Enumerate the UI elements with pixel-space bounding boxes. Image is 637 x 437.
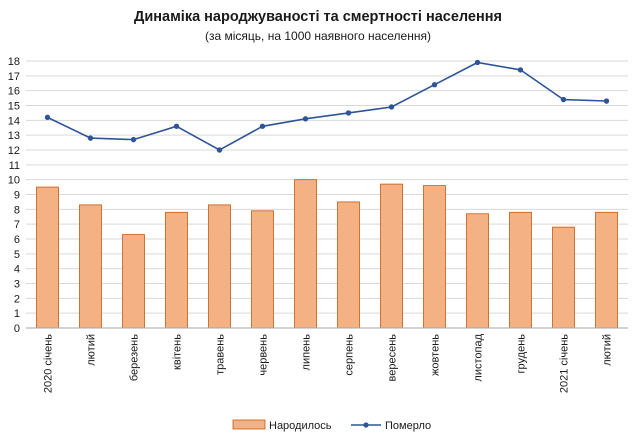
point-died bbox=[474, 59, 481, 66]
grid-layer bbox=[26, 60, 628, 329]
x-tick-label: лютий bbox=[86, 334, 98, 366]
x-tick-label: червень bbox=[258, 334, 270, 376]
y-tick-label: 18 bbox=[8, 56, 20, 68]
bar-layer bbox=[36, 179, 618, 329]
x-tick-label: вересень bbox=[387, 334, 399, 382]
point-died bbox=[259, 123, 266, 129]
point-died bbox=[431, 82, 438, 88]
x-tick-label: грудень bbox=[516, 334, 528, 374]
point-died bbox=[173, 123, 180, 129]
line-layer bbox=[44, 59, 610, 153]
x-tick-label: лютий bbox=[602, 334, 614, 366]
x-tick-label: листопад bbox=[473, 333, 485, 381]
legend-line-marker bbox=[363, 422, 369, 428]
y-tick-label: 11 bbox=[9, 160, 20, 172]
point-died bbox=[216, 147, 223, 153]
point-died bbox=[603, 98, 610, 104]
bar-born bbox=[595, 211, 618, 329]
y-tick-label: 2 bbox=[14, 293, 20, 305]
point-died bbox=[302, 116, 309, 122]
bar-born bbox=[208, 204, 231, 329]
x-tick-label: 2020 січень bbox=[43, 334, 55, 393]
legend-bar-swatch bbox=[232, 419, 266, 430]
legend-bar-label: Народилось bbox=[269, 420, 332, 432]
point-died bbox=[345, 110, 352, 116]
y-tick-label: 9 bbox=[14, 190, 20, 202]
point-died bbox=[87, 135, 94, 141]
point-died bbox=[388, 104, 395, 110]
bar-born bbox=[466, 213, 489, 329]
bar-born bbox=[337, 201, 360, 329]
x-tick-label: травень bbox=[215, 334, 227, 375]
bar-born bbox=[79, 204, 102, 329]
point-died bbox=[44, 114, 51, 121]
chart-title: Динаміка народжуваності та смертності на… bbox=[134, 9, 502, 25]
bar-born bbox=[509, 211, 532, 329]
bar-born bbox=[36, 186, 59, 329]
bar-born bbox=[165, 211, 188, 329]
x-tick-label: березень bbox=[129, 334, 141, 381]
x-tick-label: квітень bbox=[172, 334, 184, 370]
y-tick-label: 14 bbox=[8, 115, 20, 127]
point-died bbox=[517, 67, 524, 73]
bar-born bbox=[122, 234, 145, 329]
point-died bbox=[130, 136, 137, 143]
y-tick-label: 17 bbox=[8, 71, 20, 83]
line-died bbox=[47, 61, 607, 151]
y-tick-label: 4 bbox=[14, 264, 20, 276]
y-tick-label: 8 bbox=[14, 204, 20, 216]
x-tick-label: 2021 січень bbox=[559, 334, 571, 393]
y-tick-label: 15 bbox=[8, 101, 20, 113]
y-tick-label: 3 bbox=[14, 279, 20, 291]
legend-line-label: Померло bbox=[385, 420, 431, 432]
bar-born bbox=[294, 179, 317, 329]
y-tick-label: 10 bbox=[8, 175, 20, 187]
bar-born bbox=[423, 185, 446, 329]
point-died bbox=[560, 96, 567, 103]
y-tick-label: 13 bbox=[8, 130, 20, 142]
x-tick-label: липень bbox=[301, 334, 313, 371]
y-tick-label: 0 bbox=[14, 323, 20, 335]
bar-born bbox=[552, 226, 575, 329]
y-tick-label: 1 bbox=[14, 308, 20, 320]
y-tick-label: 16 bbox=[8, 86, 20, 98]
x-tick-label: жовтень bbox=[430, 334, 442, 376]
chart-subtitle: (за місяць, на 1000 наявного населення) bbox=[205, 29, 431, 43]
bar-born bbox=[251, 210, 274, 329]
y-tick-label: 6 bbox=[14, 234, 20, 246]
y-tick-label: 7 bbox=[14, 219, 20, 231]
y-tick-label: 12 bbox=[8, 145, 20, 157]
legend: Народилось Померло bbox=[232, 419, 431, 432]
y-tick-label: 5 bbox=[14, 249, 20, 261]
bar-born bbox=[380, 183, 403, 329]
x-tick-label: серпень bbox=[344, 334, 356, 376]
